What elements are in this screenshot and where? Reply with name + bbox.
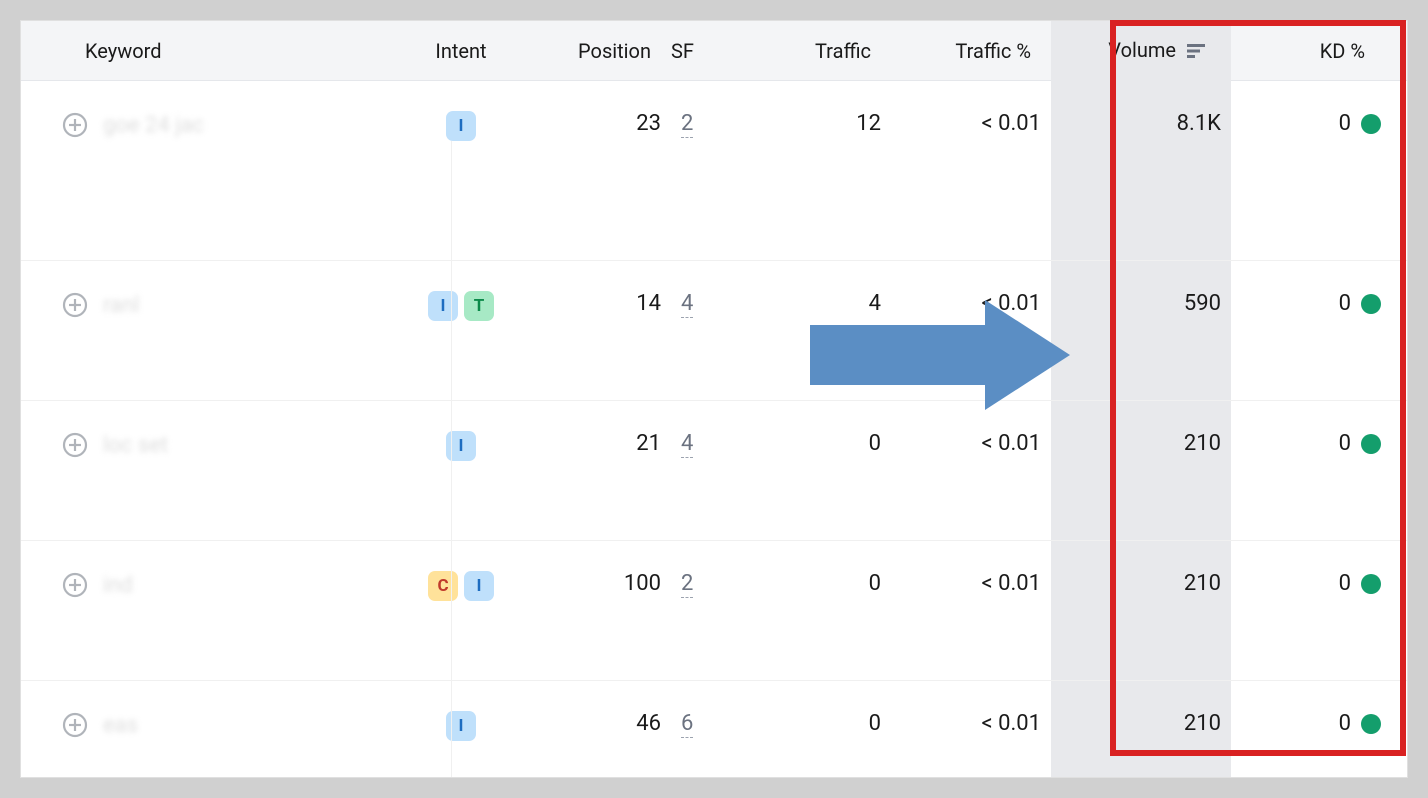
table-body: goe 24 jacI23212< 0.018.1K0ranlIT1444< 0… — [21, 81, 1407, 778]
cell-keyword: ranl — [21, 291, 401, 322]
kd-difficulty-dot — [1361, 574, 1381, 594]
add-keyword-icon[interactable] — [61, 571, 89, 599]
cell-traffic: 12 — [741, 111, 891, 136]
table-row: loc setI2140< 0.012100 — [21, 401, 1407, 541]
cell-kd: 0 — [1231, 111, 1391, 136]
intent-badge-t[interactable]: T — [464, 291, 494, 321]
table-row: ranlIT1444< 0.015900 — [21, 261, 1407, 401]
cell-intent: I — [401, 711, 521, 741]
intent-badge-i[interactable]: I — [464, 571, 494, 601]
cell-volume: 210 — [1051, 571, 1231, 596]
table-row: easI4660< 0.012100 — [21, 681, 1407, 778]
cell-sf[interactable]: 6 — [671, 711, 741, 736]
column-header-intent[interactable]: Intent — [401, 39, 521, 63]
cell-position: 46 — [521, 711, 671, 736]
keyword-text[interactable]: loc set — [103, 431, 168, 462]
sort-desc-icon — [1187, 39, 1205, 63]
kd-value: 0 — [1339, 571, 1351, 596]
cell-intent: CI — [401, 571, 521, 601]
kd-value: 0 — [1339, 711, 1351, 736]
kd-value: 0 — [1339, 291, 1351, 316]
column-header-traffic-percent[interactable]: Traffic % — [891, 39, 1051, 63]
keywords-table-panel: Keyword Intent Position SF Traffic Traff… — [20, 20, 1408, 778]
cell-kd: 0 — [1231, 431, 1391, 456]
cell-traffic-percent: < 0.01 — [891, 571, 1051, 596]
cell-sf[interactable]: 2 — [671, 111, 741, 136]
cell-keyword: ind — [21, 571, 401, 602]
table-header: Keyword Intent Position SF Traffic Traff… — [21, 21, 1407, 81]
cell-sf[interactable]: 2 — [671, 571, 741, 596]
cell-sf[interactable]: 4 — [671, 431, 741, 456]
cell-keyword: eas — [21, 711, 401, 742]
cell-position: 21 — [521, 431, 671, 456]
add-keyword-icon[interactable] — [61, 111, 89, 139]
cell-intent: I — [401, 111, 521, 141]
cell-sf[interactable]: 4 — [671, 291, 741, 316]
kd-value: 0 — [1339, 111, 1351, 136]
keyword-text[interactable]: ranl — [103, 291, 140, 322]
cell-kd: 0 — [1231, 291, 1391, 316]
column-header-keyword[interactable]: Keyword — [21, 39, 401, 63]
cell-traffic: 0 — [741, 431, 891, 456]
cell-position: 23 — [521, 111, 671, 136]
keyword-text[interactable]: goe 24 jac — [103, 111, 204, 142]
kd-difficulty-dot — [1361, 114, 1381, 134]
add-keyword-icon[interactable] — [61, 291, 89, 319]
cell-volume: 590 — [1051, 291, 1231, 316]
cell-traffic: 0 — [741, 711, 891, 736]
cell-keyword: goe 24 jac — [21, 111, 401, 142]
cell-volume: 210 — [1051, 711, 1231, 736]
cell-traffic-percent: < 0.01 — [891, 431, 1051, 456]
keyword-text[interactable]: eas — [103, 711, 138, 742]
cell-kd: 0 — [1231, 571, 1391, 596]
keyword-column-divider — [451, 141, 452, 778]
kd-difficulty-dot — [1361, 714, 1381, 734]
column-header-kd[interactable]: KD % — [1231, 39, 1391, 63]
cell-position: 100 — [521, 571, 671, 596]
intent-badge-c[interactable]: C — [428, 571, 458, 601]
column-header-sf[interactable]: SF — [671, 39, 741, 63]
add-keyword-icon[interactable] — [61, 431, 89, 459]
intent-badge-i[interactable]: I — [428, 291, 458, 321]
table-row: goe 24 jac I 23212< 0.018.1K 0 — [21, 81, 1407, 261]
cell-traffic: 4 — [741, 291, 891, 316]
cell-keyword: loc set — [21, 431, 401, 462]
kd-difficulty-dot — [1361, 294, 1381, 314]
intent-badge-i[interactable]: I — [446, 111, 476, 141]
kd-value: 0 — [1339, 431, 1351, 456]
cell-intent: IT — [401, 291, 521, 321]
cell-volume: 210 — [1051, 431, 1231, 456]
column-header-position[interactable]: Position — [521, 39, 671, 63]
table-row: indCI10020< 0.012100 — [21, 541, 1407, 681]
column-header-volume[interactable]: Volume — [1051, 38, 1231, 64]
keyword-text[interactable]: ind — [103, 571, 133, 602]
cell-position: 14 — [521, 291, 671, 316]
column-header-traffic[interactable]: Traffic — [741, 39, 891, 63]
column-header-volume-label: Volume — [1108, 38, 1176, 62]
cell-kd: 0 — [1231, 711, 1391, 736]
cell-volume: 8.1K — [1051, 111, 1231, 136]
cell-traffic-percent: < 0.01 — [891, 711, 1051, 736]
add-keyword-icon[interactable] — [61, 711, 89, 739]
kd-difficulty-dot — [1361, 434, 1381, 454]
cell-intent: I — [401, 431, 521, 461]
cell-traffic: 0 — [741, 571, 891, 596]
cell-traffic-percent: < 0.01 — [891, 111, 1051, 136]
cell-traffic-percent: < 0.01 — [891, 291, 1051, 316]
